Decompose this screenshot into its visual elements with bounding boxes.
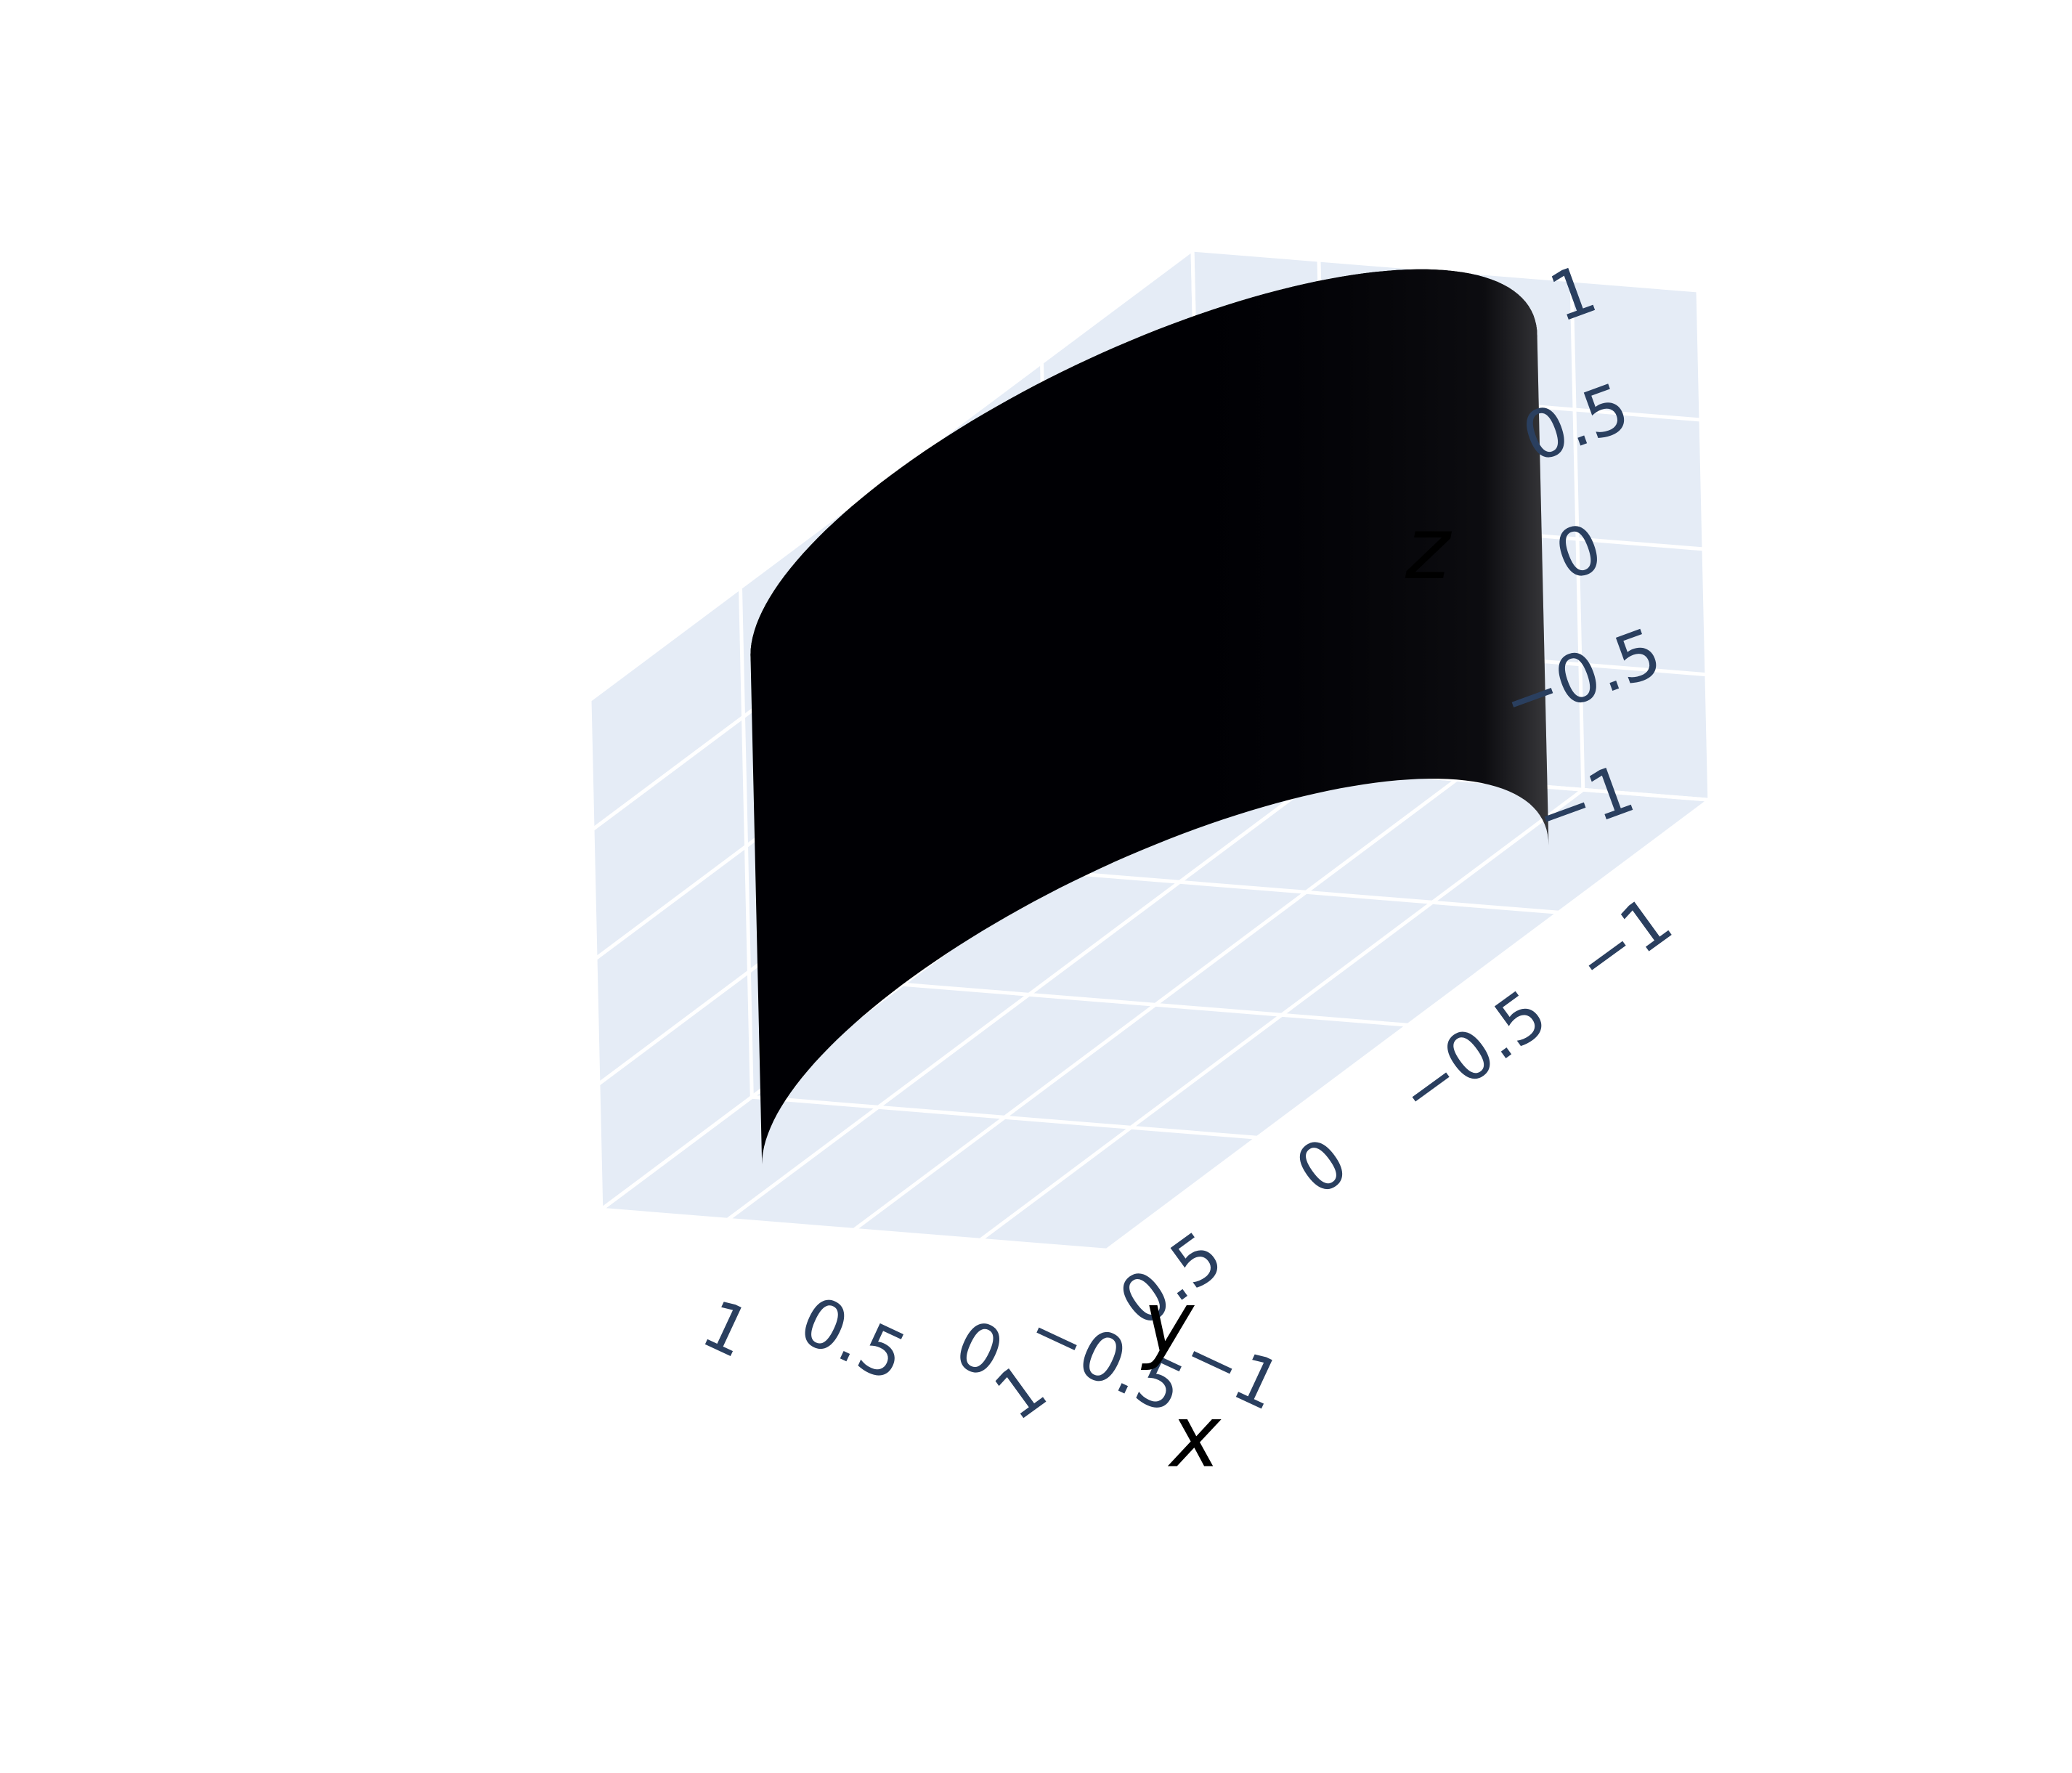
gridline-wall-y-1 <box>588 699 604 1210</box>
gridline-floor-y--0.5 <box>1053 869 1559 914</box>
x-axis-title: x <box>1167 1386 1222 1486</box>
gridline-floor-y-0.5 <box>752 1095 1258 1140</box>
gridline-wall-y-0.5 <box>739 587 754 1098</box>
y-axis-title: y <box>1141 1272 1195 1372</box>
gridline-wall-x--0.5 <box>1569 280 1585 790</box>
x-tick-0.5: 0.5 <box>788 1281 917 1397</box>
gridline-wall-x--1 <box>1696 290 1712 800</box>
y-tick--1: −1 <box>1561 881 1686 1002</box>
cylinder-shading <box>750 269 1549 1164</box>
gridline-floor-y-1 <box>601 1207 1108 1252</box>
gridline-floor-y-0 <box>902 982 1409 1027</box>
cylinder-surface <box>750 269 1549 1164</box>
y-tick-0: 0 <box>1282 1123 1362 1211</box>
x-tick-1: 1 <box>691 1285 762 1374</box>
axis-titles: x y z <box>1141 498 1453 1486</box>
z-axis-title: z <box>1405 498 1453 599</box>
